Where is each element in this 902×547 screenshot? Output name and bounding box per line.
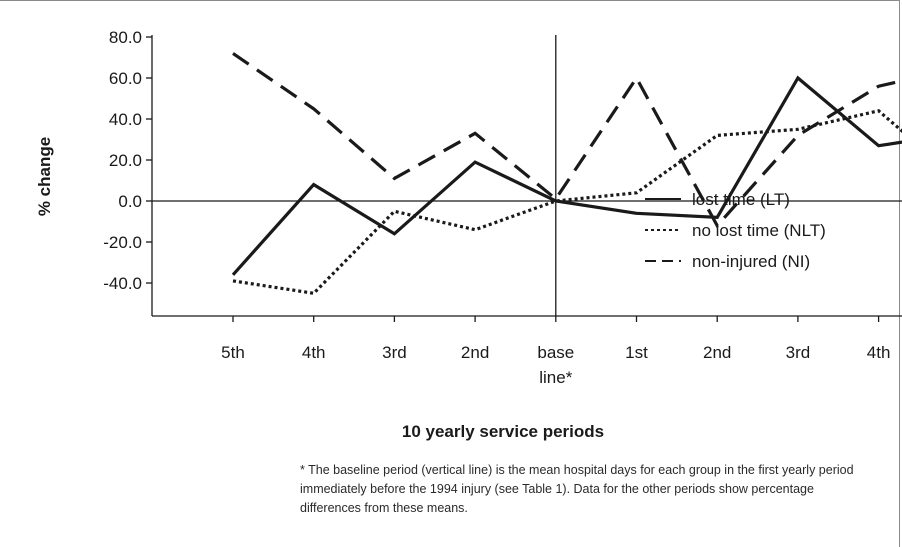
x-tick-label: 1st — [625, 343, 648, 362]
series-line-solid — [231, 75, 902, 276]
x-tick-label: 2nd — [703, 343, 731, 362]
legend-label: lost time (LT) — [692, 190, 790, 209]
legend-label: no lost time (NLT) — [692, 221, 826, 240]
legend-label: non-injured (NI) — [692, 252, 810, 271]
x-tick-label: line* — [539, 368, 572, 387]
series-line-dashed — [232, 52, 902, 229]
footnote: * The baseline period (vertical line) is… — [300, 463, 854, 515]
x-tick-label: base — [537, 343, 574, 362]
x-tick-label: 2nd — [461, 343, 489, 362]
series-line-dotted — [232, 109, 902, 296]
y-tick-label: 80.0 — [109, 28, 142, 47]
x-axis-title: 10 yearly service periods — [402, 422, 604, 441]
y-tick-label: 60.0 — [109, 69, 142, 88]
x-tick-label: 5th — [221, 343, 245, 362]
y-axis-title: % change — [35, 137, 54, 216]
x-tick-label: 3rd — [382, 343, 407, 362]
y-tick-label: 40.0 — [109, 110, 142, 129]
x-tick-label: 4th — [867, 343, 891, 362]
y-tick-label: -20.0 — [103, 233, 142, 252]
y-tick-label: -40.0 — [103, 274, 142, 293]
y-tick-label: 0.0 — [118, 192, 142, 211]
y-tick-label: 20.0 — [109, 151, 142, 170]
x-tick-label: 4th — [302, 343, 326, 362]
x-tick-label: 3rd — [786, 343, 811, 362]
